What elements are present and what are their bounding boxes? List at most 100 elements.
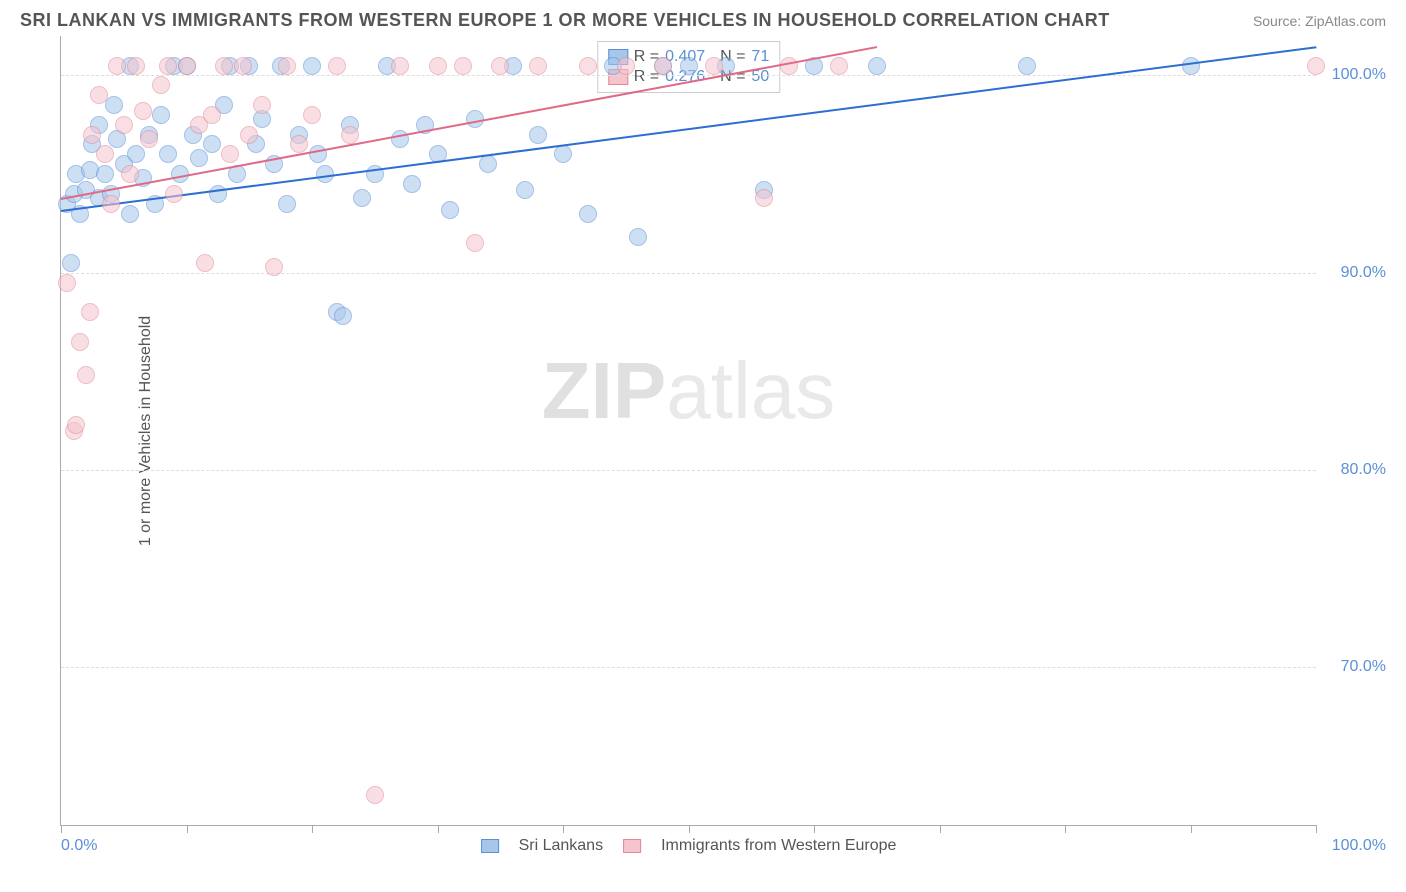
x-axis-max-label: 100.0%	[1332, 837, 1386, 855]
legend-series-label: Sri Lankans	[519, 837, 604, 855]
data-point	[127, 57, 145, 75]
data-point	[491, 57, 509, 75]
y-tick-label: 100.0%	[1321, 66, 1386, 84]
data-point	[1307, 57, 1325, 75]
data-point	[516, 181, 534, 199]
x-tick	[689, 825, 690, 833]
data-point	[62, 254, 80, 272]
data-point	[366, 786, 384, 804]
data-point	[755, 189, 773, 207]
data-point	[579, 57, 597, 75]
data-point	[278, 195, 296, 213]
data-point	[554, 145, 572, 163]
data-point	[441, 201, 459, 219]
data-point	[579, 205, 597, 223]
data-point	[165, 185, 183, 203]
grid-line	[61, 667, 1316, 668]
data-point	[529, 57, 547, 75]
data-point	[454, 57, 472, 75]
x-tick	[814, 825, 815, 833]
x-axis-min-label: 0.0%	[61, 837, 97, 855]
data-point	[190, 149, 208, 167]
data-point	[303, 57, 321, 75]
data-point	[705, 57, 723, 75]
x-tick	[1316, 825, 1317, 833]
data-point	[71, 333, 89, 351]
data-point	[1018, 57, 1036, 75]
data-point	[221, 145, 239, 163]
data-point	[178, 57, 196, 75]
x-tick	[1065, 825, 1066, 833]
data-point	[159, 57, 177, 75]
series-legend: Sri Lankans Immigrants from Western Europ…	[481, 837, 897, 855]
data-point	[680, 57, 698, 75]
data-point	[134, 102, 152, 120]
data-point	[479, 155, 497, 173]
x-tick	[312, 825, 313, 833]
watermark: ZIPatlas	[542, 345, 835, 437]
grid-line	[61, 273, 1316, 274]
data-point	[83, 126, 101, 144]
data-point	[529, 126, 547, 144]
source-attribution: Source: ZipAtlas.com	[1253, 13, 1386, 29]
y-tick-label: 70.0%	[1321, 658, 1386, 676]
data-point	[203, 135, 221, 153]
data-point	[159, 145, 177, 163]
data-point	[466, 234, 484, 252]
data-point	[1182, 57, 1200, 75]
data-point	[77, 366, 95, 384]
data-point	[108, 57, 126, 75]
watermark-atlas: atlas	[666, 346, 835, 435]
data-point	[391, 130, 409, 148]
data-point	[353, 189, 371, 207]
n-value: 71	[751, 48, 769, 66]
grid-line	[61, 470, 1316, 471]
data-point	[121, 205, 139, 223]
data-point	[868, 57, 886, 75]
data-point	[830, 57, 848, 75]
data-point	[629, 228, 647, 246]
data-point	[290, 135, 308, 153]
data-point	[102, 195, 120, 213]
plot-area: 1 or more Vehicles in Household ZIPatlas…	[60, 36, 1316, 826]
data-point	[140, 130, 158, 148]
x-tick	[1191, 825, 1192, 833]
data-point	[196, 254, 214, 272]
data-point	[328, 57, 346, 75]
data-point	[58, 274, 76, 292]
x-tick	[61, 825, 62, 833]
data-point	[81, 303, 99, 321]
x-tick	[438, 825, 439, 833]
data-point	[96, 145, 114, 163]
data-point	[265, 258, 283, 276]
data-point	[654, 57, 672, 75]
data-point	[152, 106, 170, 124]
legend-series-label: Immigrants from Western Europe	[661, 837, 896, 855]
data-point	[234, 57, 252, 75]
data-point	[341, 126, 359, 144]
data-point	[278, 57, 296, 75]
data-point	[127, 145, 145, 163]
x-tick	[187, 825, 188, 833]
legend-swatch	[623, 839, 641, 853]
data-point	[96, 165, 114, 183]
data-point	[152, 76, 170, 94]
chart-title: SRI LANKAN VS IMMIGRANTS FROM WESTERN EU…	[20, 10, 1110, 31]
data-point	[203, 106, 221, 124]
data-point	[253, 96, 271, 114]
data-point	[240, 126, 258, 144]
y-axis-title: 1 or more Vehicles in Household	[137, 315, 155, 545]
x-tick	[940, 825, 941, 833]
data-point	[334, 307, 352, 325]
data-point	[105, 96, 123, 114]
data-point	[67, 416, 85, 434]
data-point	[115, 116, 133, 134]
data-point	[215, 57, 233, 75]
data-point	[303, 106, 321, 124]
data-point	[617, 57, 635, 75]
x-tick	[563, 825, 564, 833]
data-point	[90, 86, 108, 104]
chart-container: 1 or more Vehicles in Household ZIPatlas…	[20, 36, 1386, 826]
grid-line	[61, 75, 1316, 76]
data-point	[209, 185, 227, 203]
